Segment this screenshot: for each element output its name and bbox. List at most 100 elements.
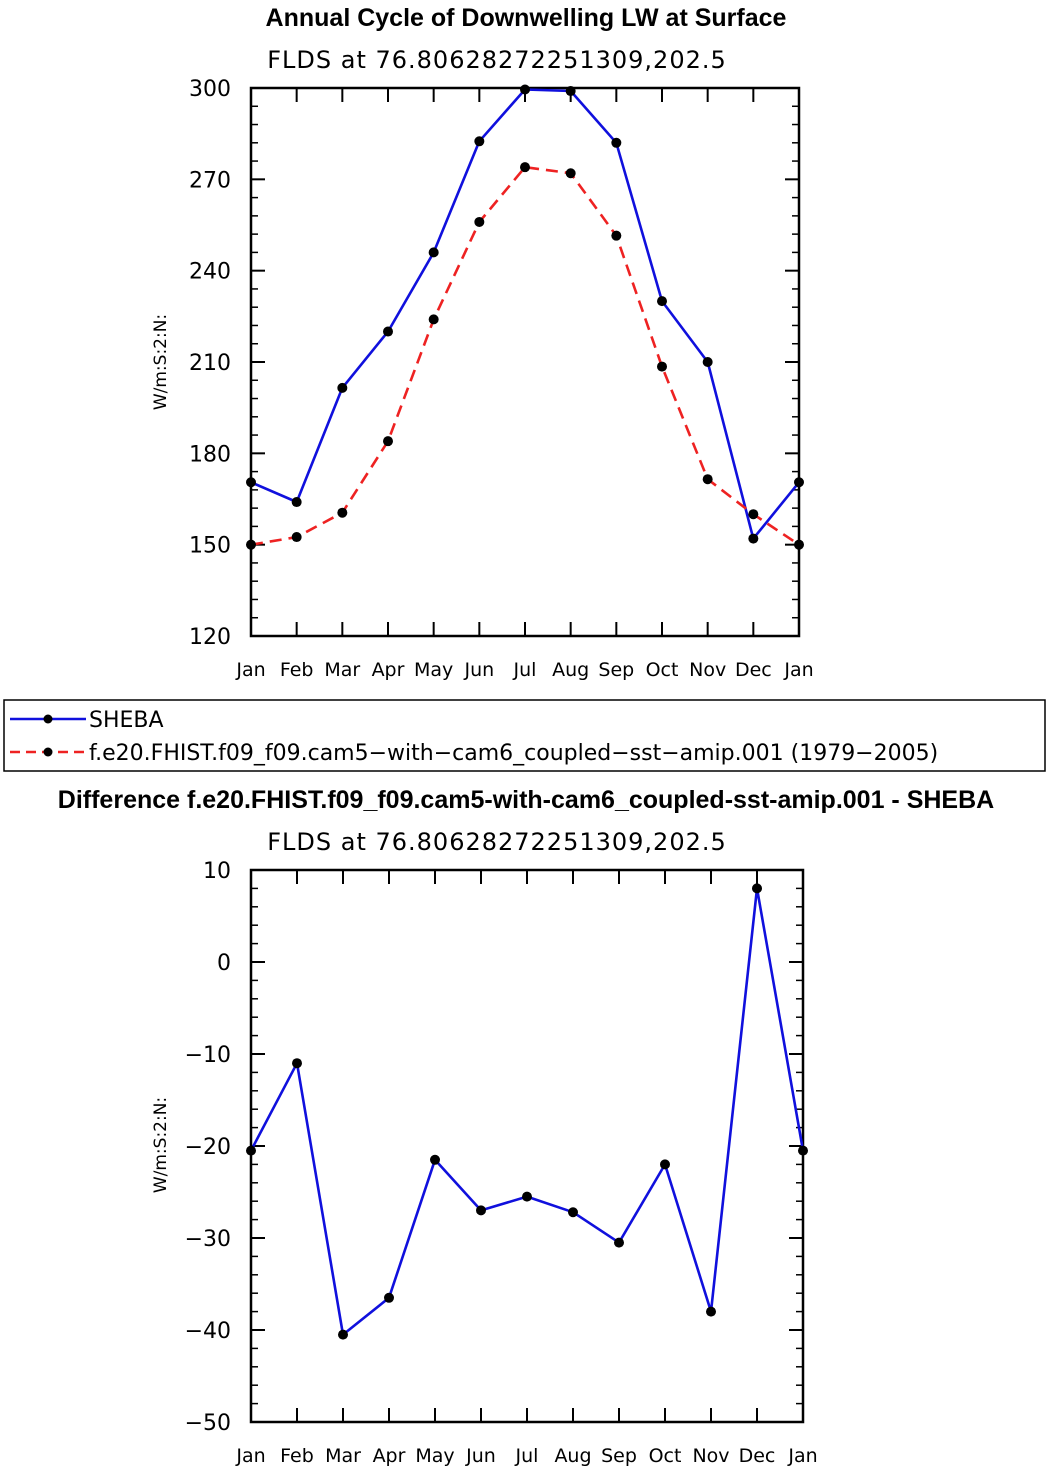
data-point — [660, 1159, 670, 1170]
legend: SHEBA f.e20.FHIST.f09_f09.cam5−with−cam6… — [3, 699, 1046, 772]
x-tick-label: Dec — [739, 1445, 776, 1467]
data-point — [338, 1329, 348, 1340]
x-tick-label: Jan — [783, 659, 813, 681]
y-tick-label: −10 — [185, 1043, 231, 1068]
data-point — [474, 136, 485, 147]
data-point — [476, 1205, 486, 1216]
data-point — [748, 509, 759, 520]
y-tick-label: 210 — [189, 351, 231, 376]
series-group — [246, 883, 808, 1340]
x-tick-label: Apr — [372, 659, 405, 681]
data-point — [520, 162, 530, 173]
data-point — [291, 497, 302, 508]
x-tick-label: Oct — [646, 659, 679, 681]
x-tick-label: Sep — [598, 659, 634, 681]
x-tick-label: Mar — [324, 659, 360, 681]
x-tick-label: Nov — [692, 1445, 729, 1467]
legend-label-model: f.e20.FHIST.f09_f09.cam5−with−cam6_coupl… — [89, 741, 938, 766]
data-point — [794, 539, 804, 550]
annual-cycle-chart: Annual Cycle of Downwelling LW at Surfac… — [151, 4, 814, 681]
legend-item-sheba: SHEBA — [10, 708, 164, 733]
axis-ticks: 120 150 180 210 240 270 300 Jan Feb Mar Apr May Jun J… — [189, 77, 814, 681]
data-point — [794, 477, 804, 488]
data-point — [611, 137, 622, 148]
data-point — [565, 168, 576, 179]
chart-title: Difference f.e20.FHIST.f09_f09.cam5-with… — [58, 786, 994, 814]
y-tick-label: 240 — [189, 260, 231, 285]
data-point — [246, 1145, 256, 1156]
x-tick-label: May — [415, 1445, 454, 1467]
legend-marker-model — [43, 747, 53, 757]
x-tick-label: Dec — [735, 659, 772, 681]
x-tick-label: May — [414, 659, 453, 681]
x-tick-label: Aug — [552, 659, 589, 681]
axis-ticks: −50 −40 −30 −20 −10 0 10 Jan Feb Mar Apr May Jun Jul A… — [185, 859, 818, 1467]
y-tick-label: −20 — [185, 1135, 231, 1160]
y-tick-label: 120 — [189, 625, 231, 650]
x-tick-label: Jan — [787, 1445, 817, 1467]
x-tick-label: Nov — [689, 659, 726, 681]
y-tick-label: 0 — [217, 951, 231, 976]
data-point — [428, 314, 439, 325]
data-point — [474, 216, 485, 227]
x-tick-label: Mar — [325, 1445, 361, 1467]
legend-label-sheba: SHEBA — [89, 708, 164, 733]
series-group — [246, 84, 804, 550]
x-tick-label: Sep — [601, 1445, 637, 1467]
difference-chart: Difference f.e20.FHIST.f09_f09.cam5-with… — [58, 786, 994, 1467]
data-point — [614, 1237, 624, 1248]
x-tick-label: Jul — [513, 659, 537, 681]
data-point — [337, 507, 348, 518]
chart-subtitle: FLDS at 76.80628272251309,202.5 — [267, 828, 727, 856]
data-point — [657, 361, 667, 372]
x-tick-label: Aug — [554, 1445, 591, 1467]
y-axis-label: W/m:S:2:N: — [151, 314, 171, 410]
data-point — [246, 477, 256, 488]
chart-subtitle: FLDS at 76.80628272251309,202.5 — [267, 46, 727, 74]
x-tick-label: Jan — [235, 659, 265, 681]
x-tick-label: Feb — [280, 1445, 314, 1467]
legend-box — [3, 699, 1046, 772]
data-point — [430, 1154, 440, 1165]
legend-marker-sheba — [43, 714, 53, 724]
y-tick-label: 150 — [189, 534, 231, 559]
data-point — [611, 230, 622, 241]
y-axis-label: W/m:S:2:N: — [151, 1097, 171, 1193]
y-tick-label: 270 — [189, 168, 231, 193]
y-tick-label: 300 — [189, 77, 231, 102]
y-tick-label: −50 — [185, 1411, 231, 1436]
x-tick-label: Apr — [373, 1445, 406, 1467]
x-tick-label: Jul — [515, 1445, 539, 1467]
data-point — [706, 1306, 716, 1317]
data-point — [522, 1191, 532, 1202]
x-tick-label: Oct — [649, 1445, 682, 1467]
data-point — [383, 436, 393, 447]
series-line — [249, 887, 805, 1336]
x-tick-label: Jan — [235, 1445, 265, 1467]
chart-title: Annual Cycle of Downwelling LW at Surfac… — [266, 4, 787, 32]
data-point — [291, 532, 302, 543]
y-tick-label: 10 — [203, 859, 231, 884]
x-tick-label: Feb — [280, 659, 314, 681]
data-point — [657, 296, 667, 307]
x-tick-label: Jun — [465, 1445, 496, 1467]
data-point — [246, 539, 256, 550]
data-point — [428, 247, 439, 258]
data-point — [568, 1207, 578, 1218]
data-point — [383, 326, 393, 337]
plot-frame — [249, 868, 805, 1424]
data-point — [384, 1292, 394, 1303]
legend-item-model: f.e20.FHIST.f09_f09.cam5−with−cam6_coupl… — [10, 741, 938, 766]
data-point — [748, 533, 759, 544]
data-point — [752, 883, 762, 894]
series-line — [250, 165, 800, 546]
y-tick-label: −30 — [185, 1227, 231, 1252]
data-point — [565, 86, 576, 97]
data-point — [798, 1145, 808, 1156]
data-point — [292, 1058, 302, 1069]
data-point — [520, 84, 530, 95]
data-point — [337, 382, 348, 393]
data-point — [702, 474, 713, 485]
data-point — [702, 357, 713, 367]
